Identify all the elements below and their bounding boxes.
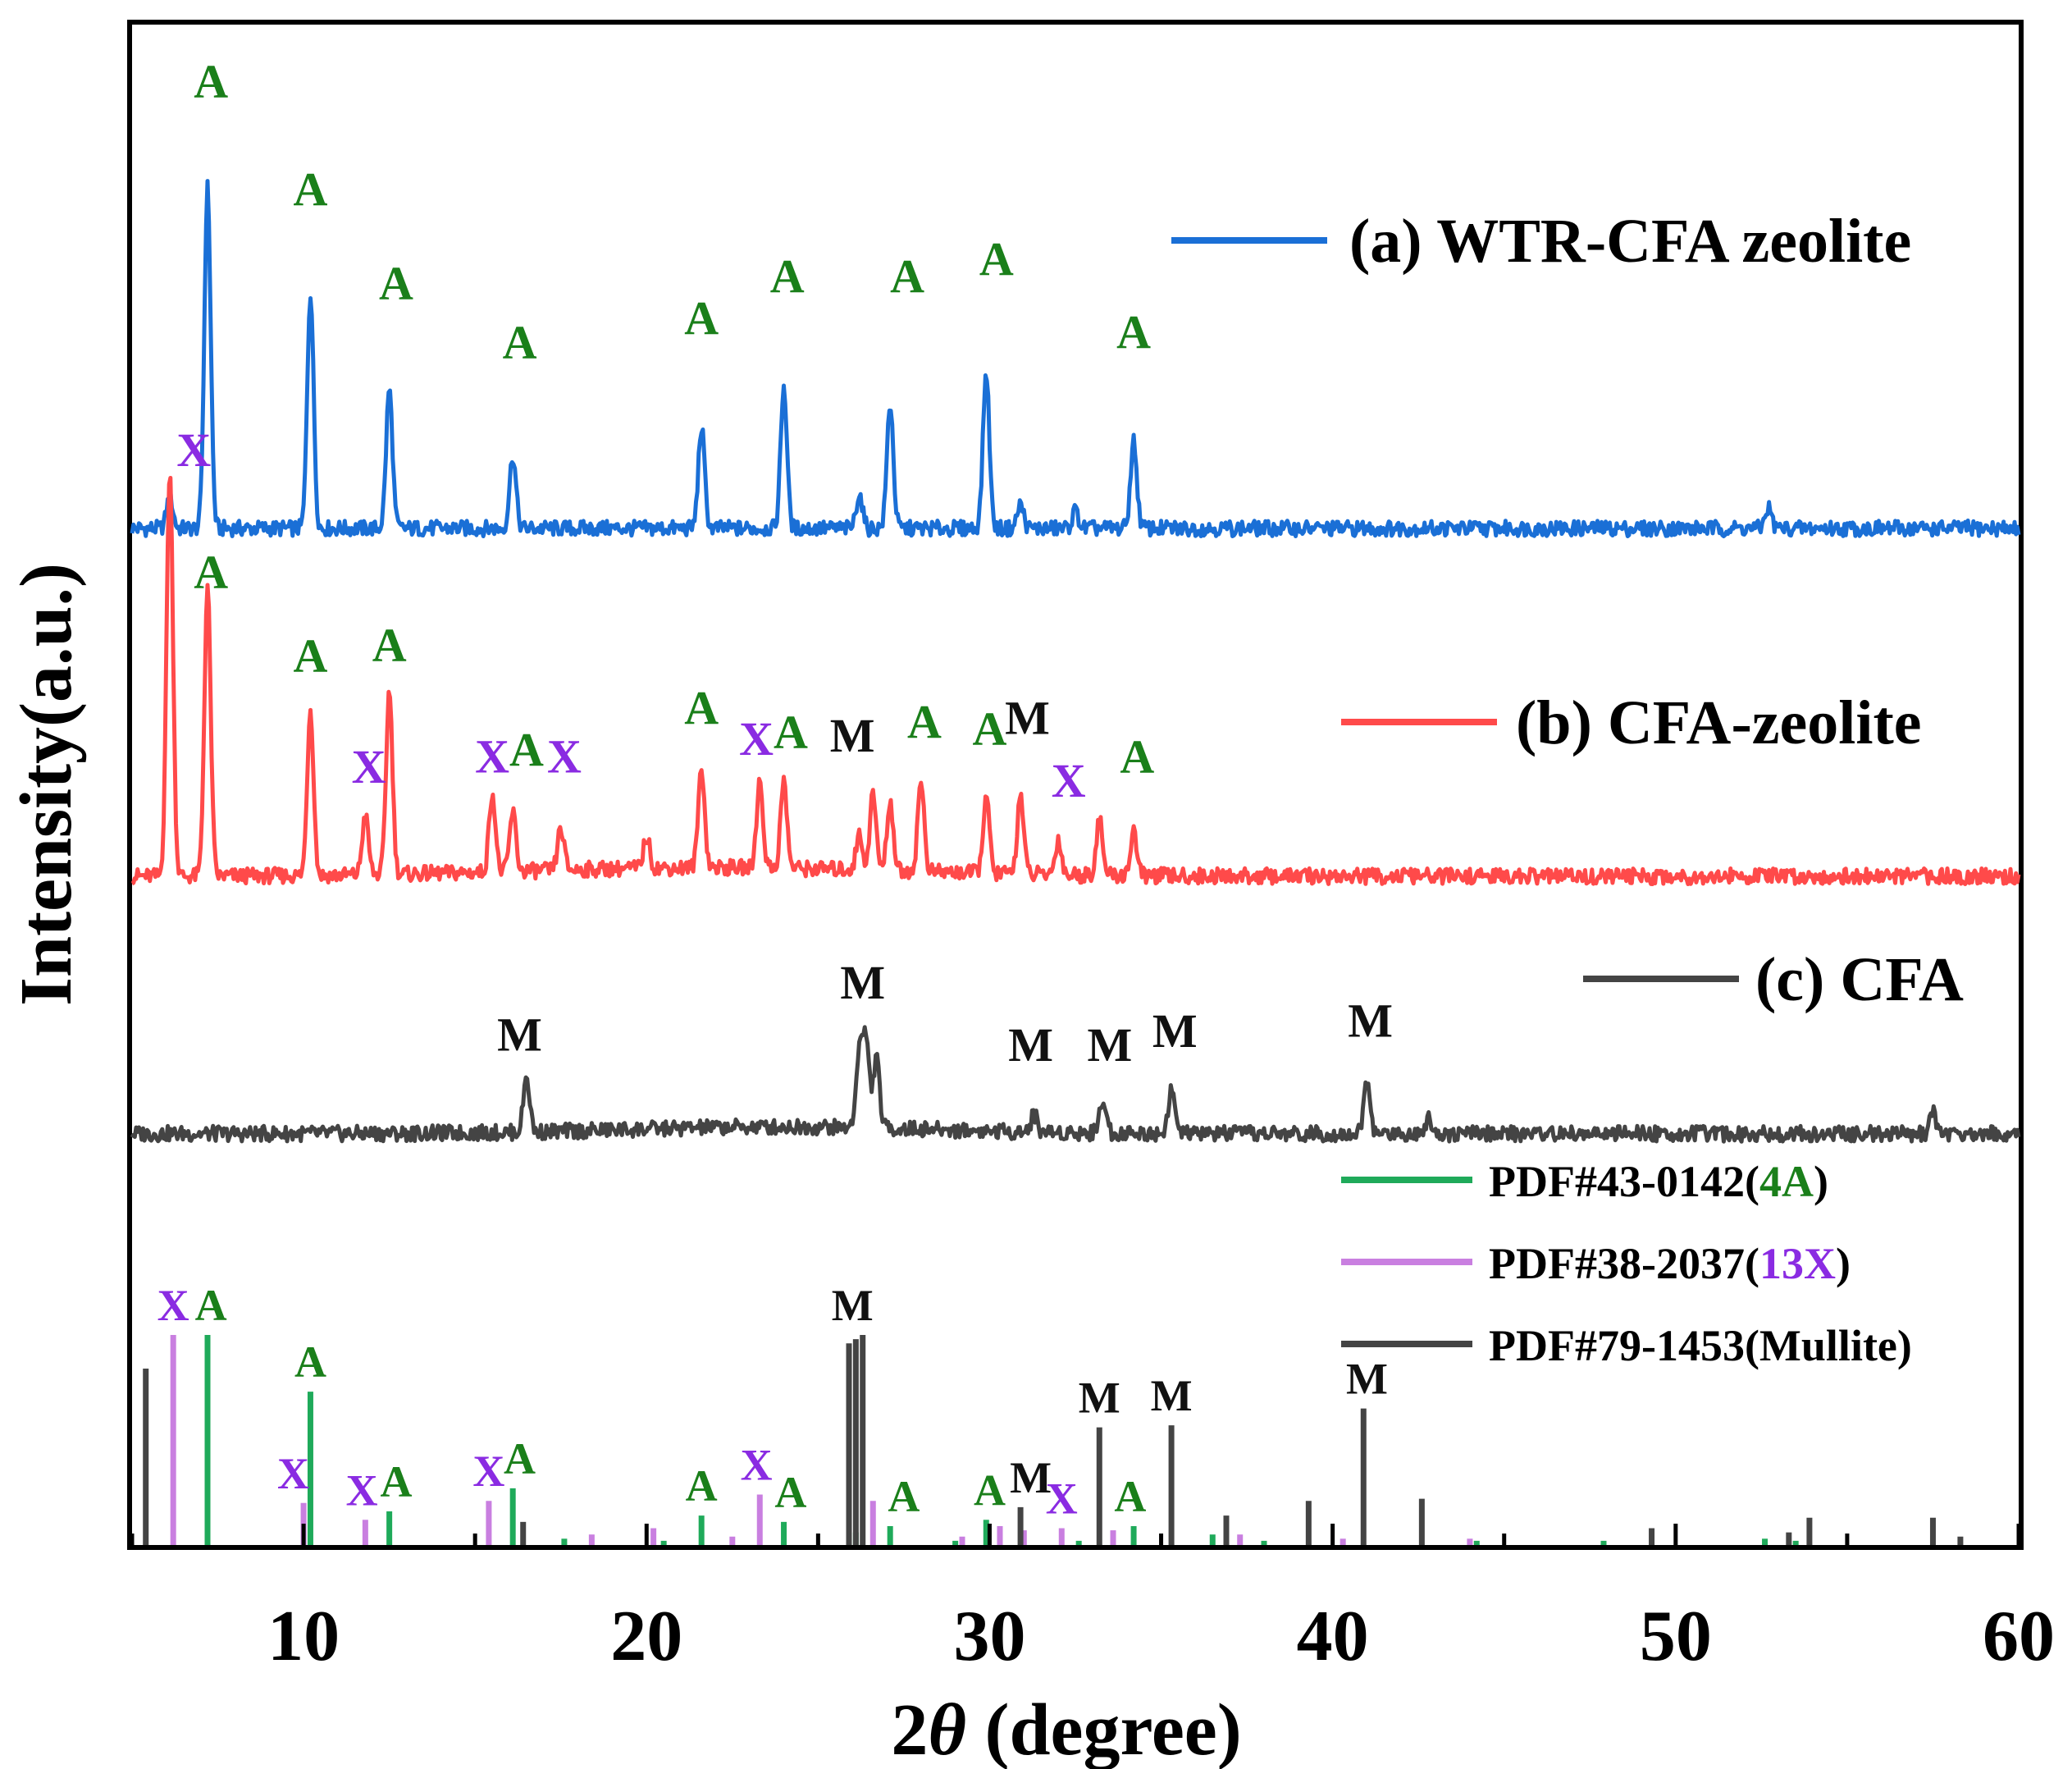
x-axis-label: 2θ (degree) — [891, 1689, 1241, 1769]
x-tick-label: 50 — [1640, 1597, 1712, 1676]
peak-label-reference: X — [277, 1449, 309, 1498]
peak-label-cfa_zeolite: X — [176, 423, 211, 477]
legend-label-cfa_zeolite: (b) CFA-zeolite — [1516, 688, 1921, 757]
x-tick-label: 10 — [267, 1597, 340, 1676]
peak-label-cfa_zeolite: X — [352, 740, 386, 793]
legend-label-text: PDF#43-0142( — [1489, 1157, 1759, 1206]
legend: (a) WTR-CFA zeolite (b) CFA-zeolite (c) CF… — [1171, 207, 1964, 1370]
plot-frame — [127, 20, 2024, 1550]
peak-label-reference: A — [974, 1465, 1006, 1515]
x-axis-label-prefix: 2 — [891, 1689, 928, 1769]
legend-label-pdf_mullite: PDF#79-1453(Mullite) — [1489, 1321, 1912, 1370]
legend-label-text: PDF#38-2037( — [1489, 1239, 1759, 1288]
x-axis-label-unit: (degree) — [966, 1689, 1242, 1769]
peak-label-wtr: A — [979, 232, 1014, 286]
peak-label-reference: A — [381, 1457, 413, 1506]
legend-label-wtr: (a) WTR-CFA zeolite — [1349, 207, 1911, 276]
legend-label-highlight: 13X — [1759, 1239, 1836, 1288]
peak-label-cfa_zeolite: X — [1052, 754, 1086, 807]
peak-label-cfa_zeolite: A — [774, 706, 808, 759]
legend-label-pdf_13x: PDF#38-2037(13X) — [1489, 1239, 1851, 1288]
peak-label-cfa: M — [840, 956, 885, 1009]
peak-label-cfa_zeolite: M — [1005, 692, 1050, 745]
legend-label-text: ) — [1814, 1157, 1828, 1206]
peak-label-wtr: A — [379, 257, 413, 310]
peak-label-cfa_zeolite: M — [830, 709, 875, 762]
legend-label-highlight: 4A — [1759, 1157, 1814, 1206]
legend-label-pdf_4a: PDF#43-0142(4A) — [1489, 1157, 1828, 1206]
x-tick-label: 30 — [953, 1597, 1025, 1676]
peak-label-reference: A — [686, 1461, 718, 1511]
peak-label-reference: X — [1046, 1474, 1078, 1524]
peak-label-cfa_zeolite: X — [475, 729, 509, 783]
series-line-cfa — [130, 1025, 2021, 1144]
series-line-wtr — [130, 179, 2021, 538]
peak-label-cfa: M — [1348, 994, 1393, 1048]
peak-label-wtr: A — [294, 162, 328, 216]
peak-label-reference: M — [1346, 1355, 1388, 1404]
peak-label-wtr: A — [503, 316, 537, 369]
x-tick-label: 20 — [610, 1597, 682, 1676]
peak-label-cfa_zeolite: A — [1120, 729, 1154, 783]
x-axis-label-theta: θ — [928, 1689, 966, 1769]
peak-label-reference: A — [888, 1472, 920, 1521]
peak-label-cfa_zeolite: A — [372, 619, 407, 672]
legend-label-cfa: (c) CFA — [1755, 945, 1964, 1014]
legend-label-text: PDF#79-1453(Mullite) — [1489, 1321, 1912, 1370]
peak-label-cfa: M — [1152, 1004, 1198, 1058]
peak-label-reference: M — [1151, 1371, 1193, 1420]
peak-label-cfa: M — [1008, 1018, 1053, 1072]
peak-label-reference: M — [1079, 1374, 1120, 1423]
legend-label-text: ) — [1836, 1239, 1851, 1288]
peak-label-cfa_zeolite: A — [509, 723, 544, 776]
peak-label-wtr: A — [1116, 305, 1151, 359]
peak-label-reference: X — [346, 1465, 378, 1515]
peak-label-wtr: A — [684, 291, 719, 345]
peak-label-cfa_zeolite: X — [739, 712, 774, 766]
x-axis-ticks: 10 20 30 40 50 60 — [130, 1524, 2055, 1676]
peak-label-cfa: M — [1087, 1018, 1132, 1072]
peak-label-reference: X — [157, 1281, 189, 1330]
peak-label-reference: A — [504, 1434, 536, 1483]
peak-label-reference: X — [741, 1441, 773, 1490]
peak-label-cfa_zeolite: X — [547, 729, 582, 783]
y-axis-label: Intensity(a.u.) — [6, 563, 87, 1006]
peak-label-reference: X — [472, 1447, 504, 1496]
peak-label-reference: A — [195, 1281, 227, 1330]
peak-label-wtr: A — [890, 249, 924, 303]
peak-label-reference: A — [1114, 1472, 1146, 1521]
series-line-cfa_zeolite — [130, 476, 2021, 886]
peak-label-reference: M — [832, 1281, 874, 1330]
peak-label-wtr: A — [194, 55, 228, 108]
x-tick-label: 60 — [1983, 1597, 2055, 1676]
peak-label-reference: M — [1010, 1453, 1052, 1502]
x-tick-label: 40 — [1297, 1597, 1369, 1676]
peak-label-cfa_zeolite: A — [973, 702, 1007, 755]
peak-label-wtr: A — [770, 249, 805, 303]
peak-label-cfa_zeolite: A — [194, 546, 228, 599]
peak-label-cfa_zeolite: A — [907, 695, 942, 748]
series-lines — [130, 179, 2021, 1144]
peak-label-reference: A — [294, 1337, 326, 1387]
peak-label-reference: A — [774, 1468, 806, 1517]
peak-label-cfa: M — [497, 1008, 542, 1061]
peak-label-cfa_zeolite: A — [684, 681, 719, 734]
peak-label-cfa_zeolite: A — [294, 629, 328, 682]
